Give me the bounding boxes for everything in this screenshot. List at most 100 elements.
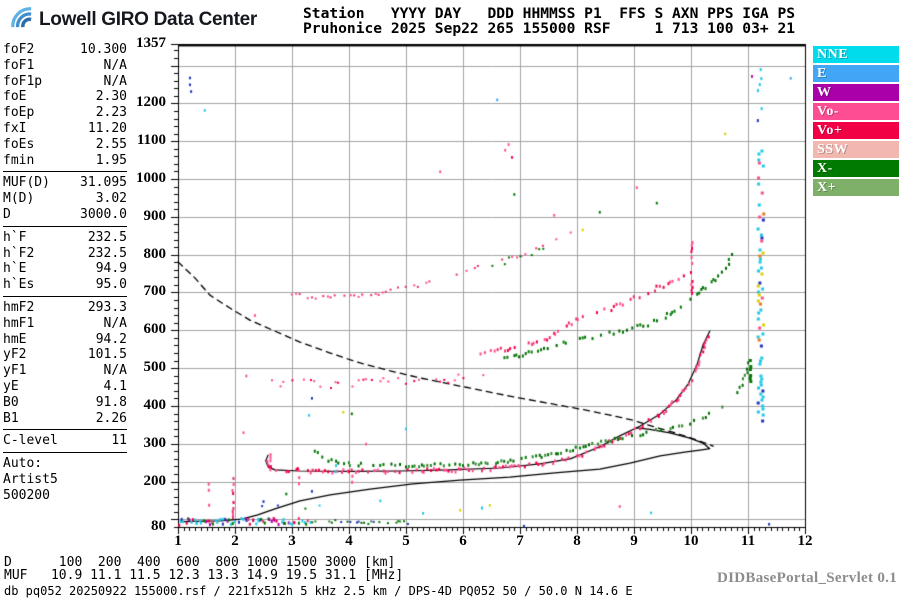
brand: Lowell GIRO Data Center	[8, 4, 257, 35]
autoscaler-line: Artist5	[3, 471, 58, 487]
param-label: D	[3, 206, 11, 222]
param-row-hmf1: hmF1 N/A	[3, 316, 127, 332]
legend-item-vo: Vo+	[813, 122, 899, 139]
y-axis-tick-label-1100: 1100	[136, 132, 166, 149]
muf-row: MUF 10.9 11.1 11.5 12.3 13.3 14.9 19.5 3…	[4, 568, 404, 583]
x-axis-tick-label-12: 12	[797, 533, 813, 549]
param-value: N/A	[103, 73, 127, 89]
autoscaler-line: Auto:	[3, 456, 43, 472]
param-row-clevel: C-level 11	[3, 433, 127, 449]
legend-item-vo: Vo-	[813, 103, 899, 120]
x-axis-tick-label-5: 5	[402, 533, 410, 549]
param-row-fof2: foF2 10.300	[3, 42, 127, 58]
param-label: yF2	[3, 347, 27, 363]
giro-logo-icon	[8, 4, 35, 35]
param-separator	[3, 295, 127, 297]
param-label: M(D)	[3, 191, 35, 207]
param-value: 4.1	[103, 378, 127, 394]
brand-title: Lowell GIRO Data Center	[39, 8, 257, 30]
param-row-hf: h`F 232.5	[3, 230, 127, 246]
legend-item-w: W	[813, 84, 899, 101]
param-label: foF1	[3, 57, 35, 73]
station-header-line2: Pruhonice 2025 Sep22 265 155000 RSF 1 71…	[303, 19, 796, 37]
param-value: N/A	[103, 315, 127, 331]
footer-status-line: db pq052 20250922 155000.rsf / 221fx512h…	[4, 584, 633, 598]
legend-item-e: E	[813, 65, 899, 82]
legend-item-nne: NNE	[813, 46, 899, 63]
param-label: hmF2	[3, 299, 35, 315]
y-axis-tick-label-1200: 1200	[136, 94, 166, 111]
y-axis-tick-label-400: 400	[143, 396, 167, 413]
echo-direction-legend: NNE E W Vo- Vo+ SSW X- X+	[813, 46, 899, 198]
y-axis-tick-label-300: 300	[143, 434, 167, 451]
x-axis-tick-label-11: 11	[740, 533, 756, 549]
x-axis-tick-label-3: 3	[288, 533, 296, 549]
param-row-fof1p: foF1p N/A	[3, 74, 127, 90]
param-separator	[3, 429, 127, 431]
param-row-foe: foE 2.30	[3, 89, 127, 105]
param-separator	[3, 225, 127, 227]
x-axis-tick-label-8: 8	[573, 533, 581, 549]
param-row-md: M(D) 3.02	[3, 191, 127, 207]
y-axis-tick-label-500: 500	[143, 359, 167, 376]
legend-item-x: X-	[813, 160, 899, 177]
param-label: fmin	[3, 152, 35, 168]
x-axis-tick-label-7: 7	[516, 533, 524, 549]
y-axis-tick-label-800: 800	[143, 245, 167, 262]
x-axis-tick-label-1: 1	[174, 533, 182, 549]
param-row-b1: B1 2.26	[3, 411, 127, 427]
param-value: N/A	[103, 57, 127, 73]
param-label: MUF(D)	[3, 175, 50, 191]
param-value: 101.5	[87, 347, 127, 363]
param-label: h`F2	[3, 245, 35, 261]
param-label: B1	[3, 410, 19, 426]
param-value: 2.30	[95, 89, 127, 105]
param-label: yF1	[3, 363, 27, 379]
param-label: h`F	[3, 229, 27, 245]
y-axis-tick-label-900: 900	[143, 207, 167, 224]
y-axis-tick-label-200: 200	[143, 472, 167, 489]
param-label: foEs	[3, 136, 35, 152]
param-value: 3000.0	[80, 206, 127, 222]
param-value: 1.95	[95, 152, 127, 168]
param-row-hf2: h`F2 232.5	[3, 246, 127, 262]
param-label: fxI	[3, 120, 27, 136]
param-row-mufd: MUF(D) 31.095	[3, 175, 127, 191]
param-value: 3.02	[95, 191, 127, 207]
param-label: yE	[3, 378, 19, 394]
param-row-he: h`E 94.9	[3, 261, 127, 277]
servlet-version-label: DIDBasePortal_Servlet 0.1	[717, 570, 897, 586]
param-value: 95.0	[95, 277, 127, 293]
x-axis-tick-label-10: 10	[683, 533, 699, 549]
x-axis-tick-label-6: 6	[459, 533, 467, 549]
param-value: N/A	[103, 363, 127, 379]
param-row-yf2: yF2 101.5	[3, 347, 127, 363]
x-axis-tick-label-2: 2	[231, 533, 239, 549]
param-separator	[3, 171, 127, 173]
param-label: hmF1	[3, 315, 35, 331]
param-label: B0	[3, 394, 19, 410]
param-value: 232.5	[87, 245, 127, 261]
param-row-d: D 3000.0	[3, 207, 127, 223]
param-value: 2.26	[95, 410, 127, 426]
station-header: Station YYYY DAY DDD HHMMSS P1 FFS S AXN…	[303, 5, 796, 37]
autoscaler-line: 500200	[3, 487, 50, 503]
parameter-panel: foF2 10.300 foF1 N/A foF1p N/A foE 2.30 foEp 2.23…	[3, 42, 127, 504]
distance-row: D 100 200 400 600 800 1000 1500 3000 [km…	[4, 555, 396, 570]
param-separator	[3, 452, 127, 454]
param-row-b0: B0 91.8	[3, 395, 127, 411]
param-row-fmin: fmin 1.95	[3, 153, 127, 169]
param-value: 94.9	[95, 261, 127, 277]
param-value: 2.23	[95, 105, 127, 121]
y-axis-tick-label-1000: 1000	[136, 170, 166, 187]
param-value: 293.3	[87, 299, 127, 315]
legend-item-ssw: SSW	[813, 141, 899, 158]
param-label: hmE	[3, 331, 27, 347]
param-value: 31.095	[80, 175, 127, 191]
param-label: foE	[3, 89, 27, 105]
y-axis-tick-label-1357: 1357	[136, 35, 166, 51]
station-header-line1: Station YYYY DAY DDD HHMMSS P1 FFS S AXN…	[303, 5, 796, 22]
param-row-hes: h`Es 95.0	[3, 277, 127, 293]
